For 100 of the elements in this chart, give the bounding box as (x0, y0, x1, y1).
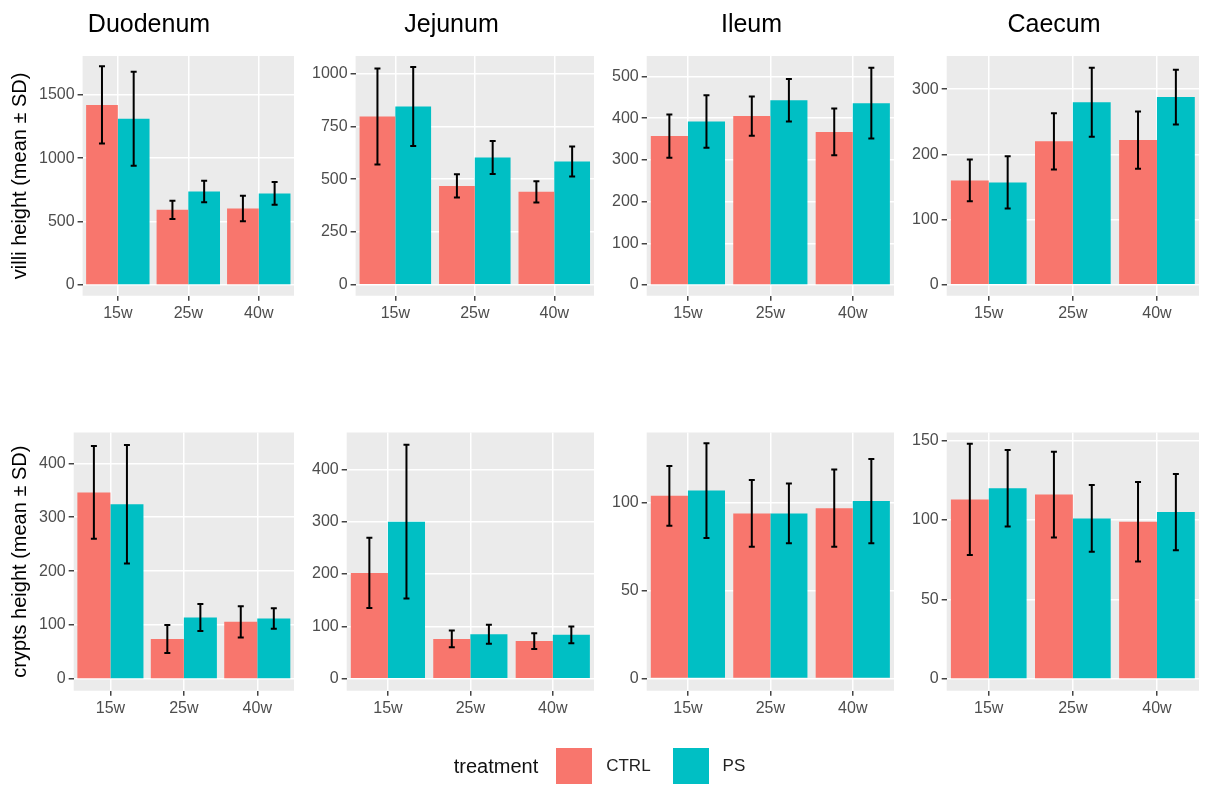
y-tick-label: 0 (65, 275, 75, 293)
x-tick-label: 15w (974, 303, 1004, 321)
bar (1035, 141, 1073, 284)
x-tick-label: 25w (1058, 303, 1088, 321)
y-axis-title: crypts height (mean ± SD) (7, 445, 30, 678)
y-tick-label: 100 (911, 510, 939, 528)
y-tick-label: 50 (620, 581, 639, 599)
x-tick-label: 25w (755, 303, 786, 321)
bar (156, 209, 189, 285)
y-tick-label: 0 (629, 275, 639, 293)
x-tick-label: 40w (244, 303, 274, 321)
chart-title: Duodenum (87, 8, 211, 37)
y-tick-label: 100 (611, 493, 639, 511)
bar (86, 104, 118, 285)
y-tick-label: 300 (911, 79, 939, 97)
y-tick-label: 400 (38, 453, 66, 471)
y-tick-label: 300 (611, 150, 639, 168)
y-tick-label: 0 (929, 275, 939, 293)
bar (117, 118, 150, 285)
y-tick-label: 100 (38, 615, 66, 633)
y-tick-label: 300 (311, 512, 339, 530)
bar (1035, 494, 1073, 679)
bar (815, 131, 853, 285)
bar (470, 634, 508, 678)
x-tick-label: 25w (460, 303, 490, 321)
x-tick-label: 15w (974, 698, 1004, 716)
bar (395, 106, 432, 285)
bar (770, 100, 808, 285)
y-tick-label: 500 (320, 169, 348, 187)
x-tick-label: 25w (169, 698, 199, 716)
bar (433, 638, 471, 678)
bar (515, 641, 553, 678)
bar (1072, 518, 1111, 679)
y-tick-label: 200 (911, 144, 939, 162)
x-tick-label: 15w (373, 698, 404, 716)
bar (1072, 102, 1111, 284)
bar (474, 157, 511, 285)
y-tick-label: 100 (311, 616, 339, 634)
x-tick-label: 40w (838, 698, 868, 716)
bar (733, 116, 771, 285)
x-tick-label: 40w (838, 303, 868, 321)
legend-label: PS (722, 756, 746, 776)
y-tick-label: 400 (311, 459, 339, 477)
x-tick-label: 25w (455, 698, 486, 716)
y-tick-label: 200 (38, 561, 66, 579)
y-tick-label: 0 (629, 668, 639, 686)
x-tick-label: 15w (95, 698, 126, 716)
y-tick-label: 0 (929, 669, 939, 687)
x-tick-label: 15w (380, 303, 411, 321)
x-tick-label: 40w (1142, 698, 1173, 716)
x-tick-label: 25w (755, 698, 786, 716)
bar (188, 191, 221, 285)
bar (554, 161, 591, 285)
bar (257, 618, 291, 679)
y-tick-label: 400 (611, 108, 639, 126)
bar (439, 185, 475, 285)
bar (110, 504, 144, 679)
bar (1156, 512, 1195, 679)
bar (150, 639, 184, 679)
y-tick-label: 100 (911, 209, 939, 227)
y-tick-label: 500 (47, 211, 75, 229)
x-tick-label: 40w (539, 303, 570, 321)
y-axis-title: villi height (mean ± SD) (7, 72, 30, 280)
x-tick-label: 25w (173, 303, 204, 321)
y-tick-label: 0 (329, 669, 339, 687)
bar (950, 499, 989, 679)
x-tick-label: 15w (103, 303, 133, 321)
bar (988, 488, 1027, 679)
y-tick-label: 150 (911, 430, 939, 448)
bar (350, 572, 388, 678)
bar (359, 116, 396, 285)
bar (650, 136, 688, 285)
chart-title: Ileum (720, 8, 783, 37)
bar (1119, 140, 1157, 284)
x-tick-label: 40w (242, 698, 273, 716)
bar (988, 182, 1027, 284)
bar (1119, 521, 1157, 679)
legend-label: CTRL (606, 756, 651, 776)
bar (387, 521, 426, 678)
y-tick-label: 750 (320, 116, 348, 134)
y-tick-label: 1000 (312, 63, 348, 81)
y-tick-label: 100 (611, 233, 639, 251)
y-tick-label: 1500 (39, 85, 75, 103)
y-tick-label: 50 (920, 589, 939, 607)
x-tick-label: 15w (673, 303, 704, 321)
x-tick-label: 25w (1058, 698, 1088, 716)
y-tick-label: 1000 (39, 148, 75, 166)
bar (258, 193, 291, 285)
bar (227, 208, 259, 285)
y-tick-label: 200 (611, 191, 639, 209)
y-tick-label: 0 (338, 275, 348, 293)
bar (687, 121, 726, 285)
bar (224, 621, 258, 679)
bar (852, 103, 890, 285)
y-tick-label: 200 (311, 564, 339, 582)
x-tick-label: 40w (538, 698, 568, 716)
bar (1156, 97, 1195, 284)
x-tick-label: 40w (1142, 303, 1173, 321)
y-tick-label: 0 (56, 669, 66, 687)
bar (77, 492, 111, 679)
